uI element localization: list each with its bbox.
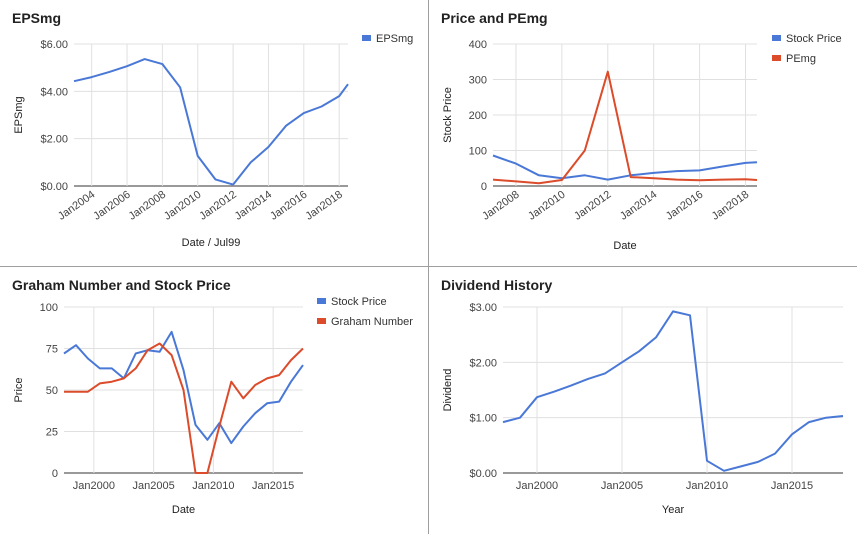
y-tick-label: 100 <box>40 302 58 314</box>
x-tick-label: Jan2016 <box>268 189 309 223</box>
series-line-epsmg <box>73 58 349 186</box>
x-axis-title: Year <box>662 504 685 516</box>
x-tick-label: Jan2010 <box>192 480 234 492</box>
series-line-stock-price <box>63 330 304 445</box>
x-tick-label: Jan2014 <box>618 189 659 223</box>
legend-label: Stock Price <box>786 33 842 45</box>
x-axis-title: Date <box>172 504 195 516</box>
series-line-pemg <box>492 70 758 185</box>
legend-swatch <box>772 35 781 41</box>
series-line-stock-price <box>492 154 758 181</box>
x-tick-label: Jan2005 <box>601 480 643 492</box>
x-tick-label: Jan2008 <box>480 189 521 223</box>
legend-label: EPSmg <box>376 33 413 45</box>
y-axis-title: Dividend <box>442 369 454 412</box>
y-axis-title: Price <box>13 377 25 402</box>
y-tick-label: 0 <box>481 181 487 193</box>
price-pe-chart-panel: Price and PEmg 0 100 200 300 400 Jan2008 Jan20… <box>429 0 857 266</box>
legend-swatch <box>362 35 371 41</box>
graham-chart-panel: Graham Number and Stock Price 0 25 50 75 100… <box>0 267 428 534</box>
dividend-chart: $0.00 $1.00 $2.00 $3.00 Jan2000 Jan2005 Jan201… <box>442 302 844 516</box>
y-tick-label: $0.00 <box>40 181 68 193</box>
y-tick-label: 50 <box>46 385 58 397</box>
graham-chart: 0 25 50 75 100 Jan2000 Jan2005 Jan2010 Jan2015 Pr… <box>13 296 413 516</box>
series-line-dividend <box>502 310 844 472</box>
y-tick-label: $2.00 <box>40 134 68 146</box>
eps-chart: $0.00 $2.00 $4.00 $6.00 Jan2004Jan2006Jan200… <box>13 33 413 249</box>
y-tick-label: $1.00 <box>469 413 497 425</box>
x-tick-label: Jan2012 <box>197 189 238 223</box>
x-tick-label: Jan2010 <box>526 189 567 223</box>
x-tick-label: Jan2000 <box>73 480 115 492</box>
x-tick-label: Jan2004 <box>56 189 97 223</box>
eps-chart-panel: EPSmg $0.00 $2.00 $4.00 $6.00 Jan2004 Jan2006… <box>0 0 428 266</box>
x-tick-label: Jan2015 <box>252 480 294 492</box>
y-tick-label: $3.00 <box>469 302 497 314</box>
legend-swatch <box>317 318 326 324</box>
y-tick-label: 300 <box>469 75 487 87</box>
y-axis-title: EPSmg <box>13 96 25 133</box>
legend-label: PEmg <box>786 53 816 65</box>
legend-label: Graham Number <box>331 316 413 328</box>
x-tick-label: Jan2008 <box>127 189 168 223</box>
y-tick-label: $2.00 <box>469 357 497 369</box>
chart-title: Dividend History <box>441 277 553 293</box>
y-tick-label: 200 <box>469 110 487 122</box>
panel-divider-horizontal <box>0 266 857 267</box>
y-tick-label: $4.00 <box>40 86 68 98</box>
x-tick-label: Jan2016 <box>664 189 705 223</box>
x-tick-label: Jan2015 <box>771 480 813 492</box>
y-tick-label: $6.00 <box>40 39 68 51</box>
x-tick-label: Jan2006 <box>91 189 132 223</box>
chart-title: EPSmg <box>12 10 62 26</box>
x-tick-label: Jan2012 <box>572 189 613 223</box>
dividend-chart-panel: Dividend History $0.00 $1.00 $2.00 $3.00 Jan… <box>429 267 857 534</box>
x-tick-label: Jan2018 <box>303 189 344 223</box>
x-axis-title: Date <box>613 240 636 252</box>
x-tick-label: Jan2005 <box>133 480 175 492</box>
x-tick-label: Jan2010 <box>162 189 203 223</box>
y-tick-label: 0 <box>52 468 58 480</box>
y-tick-label: $0.00 <box>469 468 497 480</box>
y-tick-label: 100 <box>469 146 487 158</box>
panel-divider-vertical <box>428 0 429 534</box>
legend-swatch <box>317 298 326 304</box>
x-tick-label: Jan2014 <box>233 189 274 223</box>
legend-label: Stock Price <box>331 296 387 308</box>
series-line-graham-number <box>64 342 304 474</box>
chart-title: Price and PEmg <box>441 10 548 26</box>
x-tick-label: Jan2018 <box>710 189 751 223</box>
x-axis-title: Date / Jul99 <box>182 237 241 249</box>
legend-swatch <box>772 55 781 61</box>
y-tick-label: 75 <box>46 344 58 356</box>
x-tick-label: Jan2000 <box>516 480 558 492</box>
y-tick-label: 25 <box>46 427 58 439</box>
y-tick-label: 400 <box>469 39 487 51</box>
y-axis-title: Stock Price <box>442 87 454 143</box>
x-tick-label: Jan2010 <box>686 480 728 492</box>
chart-title: Graham Number and Stock Price <box>12 277 231 293</box>
